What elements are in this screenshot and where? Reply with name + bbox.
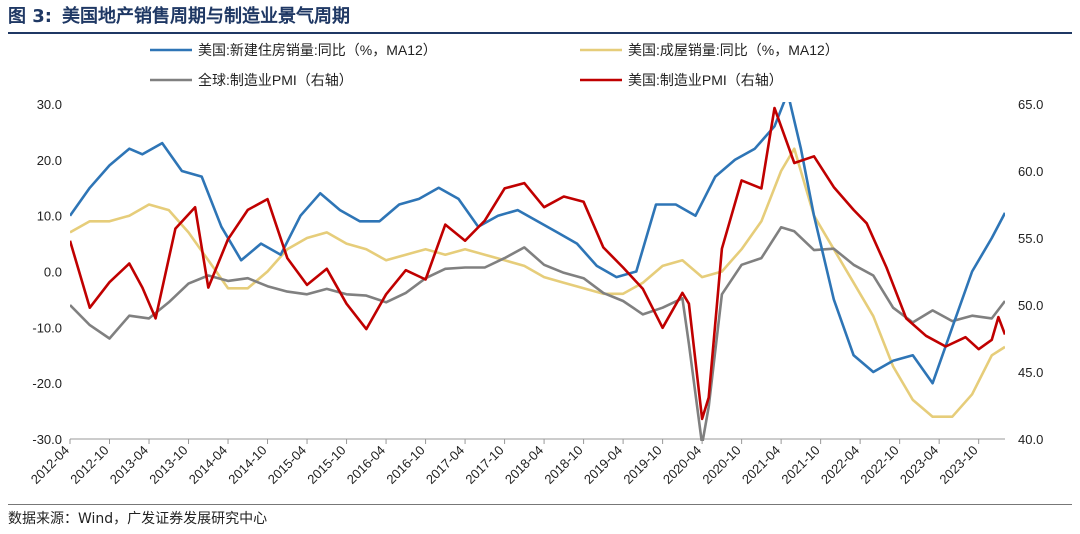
- x-tick-label: 2015-04: [265, 443, 309, 487]
- y-right-tick-label: 55.0: [1018, 231, 1043, 246]
- x-tick-label: 2019-10: [620, 443, 664, 487]
- y-right-tick-label: 65.0: [1018, 97, 1043, 112]
- x-tick-label: 2023-10: [936, 443, 980, 487]
- series-line-1: [70, 147, 1005, 419]
- x-tick-label: 2012-10: [67, 443, 111, 487]
- figure-title: 美国地产销售周期与制造业景气周期: [62, 6, 350, 27]
- x-tick-label: 2020-10: [699, 443, 743, 487]
- y-right-tick-label: 60.0: [1018, 164, 1043, 179]
- x-tick-label: 2021-04: [739, 443, 783, 487]
- x-tick-label: 2015-10: [304, 443, 348, 487]
- legend: 美国:新建住房销量:同比（%，MA12） 美国:成屋销量:同比（%，MA12） 全球…: [150, 42, 839, 88]
- y-left-tick-label: 10.0: [37, 209, 62, 224]
- x-tick-label: 2016-10: [383, 443, 427, 487]
- x-tick-label: 2018-10: [541, 443, 585, 487]
- y-right-tick-label: 40.0: [1018, 432, 1043, 447]
- y-left-tick-label: -30.0: [32, 432, 62, 447]
- y-left-tick-label: 0.0: [44, 265, 62, 280]
- y-left-tick-label: 20.0: [37, 153, 62, 168]
- x-tick-label: 2012-04: [28, 443, 72, 487]
- legend-label-0: 美国:新建住房销量:同比（%，MA12）: [198, 42, 437, 58]
- y-left-tick-label: -10.0: [32, 320, 62, 335]
- x-tick-label: 2013-10: [146, 443, 190, 487]
- legend-label-2: 全球:制造业PMI（右轴）: [198, 72, 353, 88]
- x-tick-label: 2017-10: [462, 443, 506, 487]
- x-tick-label: 2017-04: [423, 443, 467, 487]
- legend-label-1: 美国:成屋销量:同比（%，MA12）: [628, 42, 839, 58]
- x-tick-label: 2013-04: [107, 443, 151, 487]
- series-line-0: [70, 102, 1005, 385]
- series-line-3: [70, 106, 1005, 421]
- series-lines: [70, 102, 1005, 441]
- figure-title-bar: 图 3: 美国地产销售周期与制造业景气周期: [8, 2, 1072, 34]
- x-tick-label: 2022-04: [818, 443, 862, 487]
- x-tick-label: 2020-04: [660, 443, 704, 487]
- y-left-tick-label: 30.0: [37, 97, 62, 112]
- x-tick-label: 2018-04: [502, 443, 546, 487]
- series-line-2: [70, 226, 1005, 441]
- y-left-tick-label: -20.0: [32, 376, 62, 391]
- x-tick-label: 2014-04: [186, 443, 230, 487]
- y-right-tick-label: 50.0: [1018, 298, 1043, 313]
- x-tick-label: 2021-10: [778, 443, 822, 487]
- x-tick-label: 2014-10: [225, 443, 269, 487]
- y-right-tick-label: 45.0: [1018, 365, 1043, 380]
- x-tick-label: 2023-04: [897, 443, 941, 487]
- source-note: 数据来源：Wind，广发证券发展研究中心: [8, 504, 1072, 533]
- legend-label-3: 美国:制造业PMI（右轴）: [628, 72, 783, 88]
- x-tick-label: 2016-04: [344, 443, 388, 487]
- x-tick-label: 2022-10: [857, 443, 901, 487]
- x-tick-label: 2019-04: [581, 443, 625, 487]
- figure-label: 图 3:: [8, 6, 52, 27]
- chart: 2012-042012-102013-042013-102014-042014-…: [28, 42, 1044, 487]
